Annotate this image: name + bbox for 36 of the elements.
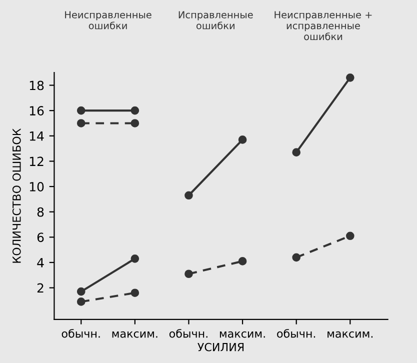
point: [292, 148, 301, 157]
point: [130, 106, 140, 115]
point: [76, 119, 86, 128]
point: [76, 298, 86, 306]
y-tick-label: 12: [30, 156, 44, 166]
x-tick-label: обычн.: [62, 328, 100, 338]
x-tick-label: обычн.: [277, 328, 316, 338]
point: [346, 232, 354, 240]
point: [292, 253, 301, 262]
y-tick-label: 4: [37, 258, 44, 268]
point: [346, 73, 354, 82]
y-tick-label: 10: [30, 182, 44, 192]
x-tick-label: максим.: [328, 331, 373, 338]
point: [238, 136, 247, 144]
x-axis-title: УСИЛИЯ: [198, 342, 244, 352]
y-tick-label: 2: [37, 283, 44, 293]
y-tick-label: 14: [30, 132, 44, 141]
point: [184, 270, 193, 278]
point: [130, 288, 140, 298]
text: Неисправленные + исправленные ошибки: [274, 11, 372, 40]
point: [76, 287, 86, 296]
point: [238, 257, 247, 266]
point: [130, 119, 140, 128]
y-tick-label: 8: [37, 207, 44, 217]
x-tick-label: максим.: [220, 331, 265, 338]
y-tick-label: 6: [37, 232, 44, 242]
x-tick-label: обычн.: [169, 328, 208, 338]
x-tick-label: максим.: [112, 331, 158, 338]
y-tick-label: 18: [30, 80, 44, 90]
y-axis-title: КОЛИЧЕСТВО ОШИБОК: [12, 128, 21, 263]
y-tick-label: 16: [30, 106, 44, 116]
point: [76, 106, 86, 115]
text: Неисправленные ошибки: [65, 11, 152, 30]
point: [184, 191, 193, 200]
text: Исправленные ошибки: [178, 11, 253, 30]
point: [130, 254, 140, 263]
